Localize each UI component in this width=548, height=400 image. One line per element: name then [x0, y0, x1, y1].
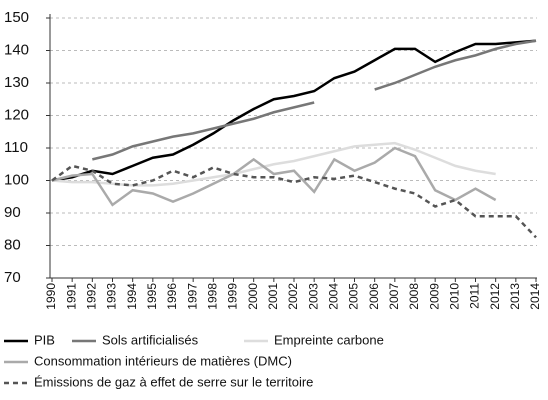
x-tick-label: 2005	[347, 283, 361, 310]
legend-label: Empreinte carbone	[274, 332, 384, 347]
x-tick-label: 2012	[488, 283, 502, 310]
x-tick-label: 2006	[367, 283, 381, 310]
x-tick-label: 1997	[185, 283, 199, 310]
y-tick-label: 140	[4, 41, 29, 58]
x-tick-label: 2001	[266, 283, 280, 310]
y-tick-label: 130	[4, 74, 29, 91]
y-tick-label: 70	[4, 269, 21, 286]
legend-label: PIB	[34, 332, 55, 347]
x-tick-label: 1992	[85, 283, 99, 310]
x-tick-label: 1996	[165, 283, 179, 310]
x-tick-label: 2007	[387, 283, 401, 310]
y-tick-label: 110	[4, 139, 28, 156]
x-tick-label: 2009	[427, 283, 441, 310]
x-tick-label: 1995	[145, 283, 159, 310]
series-line	[92, 39, 537, 161]
x-tick-label: 1990	[44, 283, 58, 310]
series-line	[51, 146, 497, 207]
x-tick-label: 2004	[327, 283, 341, 310]
x-tick-label: 2002	[286, 283, 300, 310]
series-line	[51, 164, 537, 239]
x-tick-label: 1994	[125, 283, 139, 310]
x-tick-label: 1993	[105, 283, 119, 310]
y-tick-label: 120	[4, 106, 29, 123]
y-tick-label: 90	[4, 204, 21, 221]
x-tick-label: 2011	[468, 283, 482, 309]
y-tick-label: 150	[4, 9, 29, 26]
x-tick-label: 2010	[448, 283, 462, 310]
x-tick-label: 2003	[306, 283, 320, 310]
x-tick-label: 2014	[528, 283, 542, 310]
y-tick-label: 100	[4, 171, 29, 188]
x-tick-label: 1999	[226, 283, 240, 310]
x-tick-label: 2000	[246, 283, 260, 310]
x-tick-label: 2013	[508, 283, 522, 310]
legend-label: Émissions de gaz à effet de serre sur le…	[34, 374, 313, 389]
series-line	[51, 39, 537, 182]
y-tick-label: 80	[4, 236, 21, 253]
x-tick-label: 2008	[407, 283, 421, 310]
x-tick-label: 1991	[64, 283, 78, 310]
legend-label: Consommation intérieurs de matières (DMC…	[34, 353, 292, 368]
legend-label: Sols artificialisés	[102, 332, 199, 347]
x-tick-label: 1998	[206, 283, 220, 310]
